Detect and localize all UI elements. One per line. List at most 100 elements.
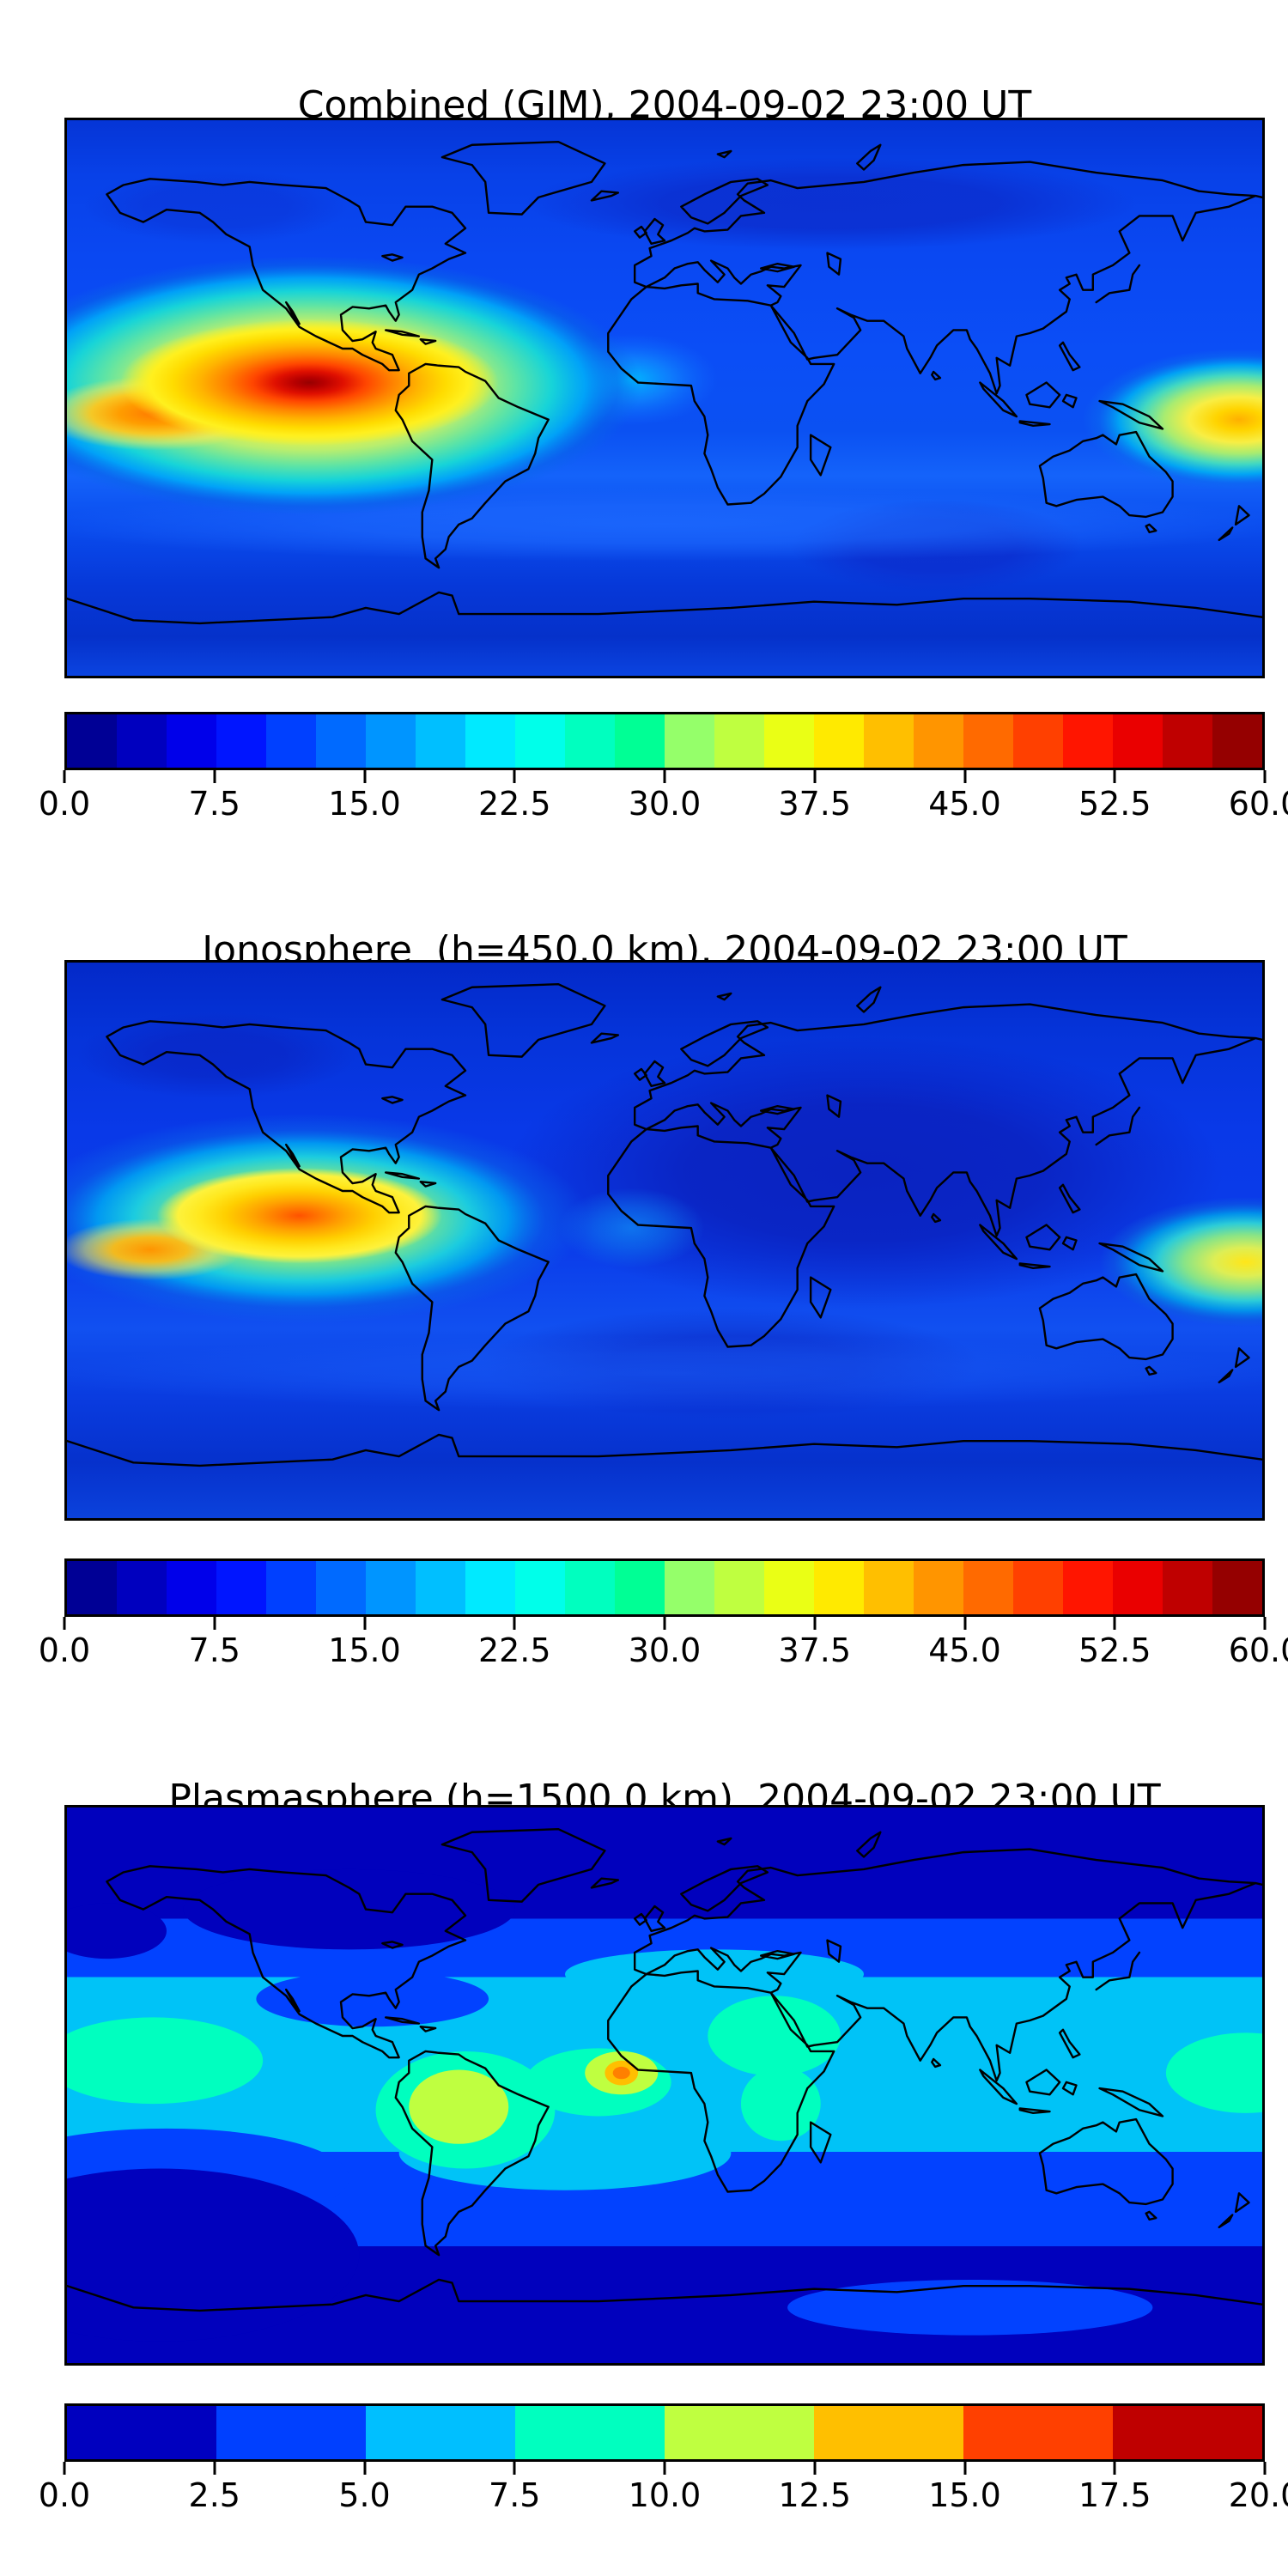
colorbar-tick-label: 0.0	[38, 785, 91, 823]
colorbar-segment	[1113, 714, 1163, 768]
colorbar-ticks-combined: 0.0 7.5 15.0 22.5 30.0 37.5 45.0 52.5 60.0	[39, 770, 1288, 832]
colorbar-segment	[117, 1561, 167, 1614]
colorbar-tick-label: 2.5	[188, 2476, 240, 2514]
colorbar-segment	[515, 2406, 665, 2459]
colorbar-segment	[764, 714, 814, 768]
colorbar-tick	[363, 770, 366, 783]
contour-field	[67, 1807, 1262, 2363]
colorbar-tick-label: 22.5	[477, 785, 551, 823]
colorbar-segment	[167, 714, 216, 768]
colorbar-tick-label: 15.0	[328, 1631, 401, 1669]
colorbar-segment	[665, 1561, 714, 1614]
colorbar-segment	[366, 1561, 416, 1614]
colorbar-segment	[316, 714, 366, 768]
colorbar-segment	[266, 714, 316, 768]
colorbar-tick	[1263, 1617, 1267, 1630]
colorbar-tick-label: 0.0	[38, 2476, 91, 2514]
world-map-contour-ionosphere	[67, 963, 1262, 1518]
colorbar-tick-label: 60.0	[1228, 785, 1288, 823]
colorbar-tick-label: 60.0	[1228, 1631, 1288, 1669]
colorbar-segment	[1113, 2406, 1262, 2459]
colorbar-tick	[213, 2462, 216, 2475]
colorbar-segment	[1163, 714, 1212, 768]
colorbar-tick-label: 30.0	[628, 785, 702, 823]
colorbar-segment	[1212, 714, 1262, 768]
map-combined	[64, 118, 1265, 678]
colorbar-tick	[1113, 770, 1116, 783]
colorbar-segment	[465, 714, 515, 768]
colorbar-segment	[416, 714, 465, 768]
colorbar-ticks-ionosphere: 0.0 7.5 15.0 22.5 30.0 37.5 45.0 52.5 60.0	[39, 1617, 1288, 1679]
colorbar-segment	[216, 714, 266, 768]
colorbar-segment	[316, 1561, 366, 1614]
colorbar-tick-label: 15.0	[928, 2476, 1001, 2514]
colorbar-segment	[1013, 714, 1063, 768]
colorbar-tick	[1113, 1617, 1116, 1630]
colorbar-segment	[167, 1561, 216, 1614]
colorbar-segment	[515, 1561, 565, 1614]
contour-field	[67, 120, 1262, 676]
colorbar-tick	[1113, 2462, 1116, 2475]
world-map-contour-combined	[67, 120, 1262, 676]
colorbar-tick-label: 0.0	[38, 1631, 91, 1669]
colorbar-tick-label: 22.5	[477, 1631, 551, 1669]
colorbar-tick	[813, 2462, 817, 2475]
colorbar-tick	[63, 1617, 66, 1630]
colorbar-segment	[515, 714, 565, 768]
colorbar-tick-label: 7.5	[188, 785, 240, 823]
colorbar-segment	[814, 1561, 864, 1614]
contour-field	[67, 963, 1262, 1518]
colorbar-segment	[67, 1561, 117, 1614]
colorbar-segment	[67, 714, 117, 768]
colorbar-segment	[1212, 1561, 1262, 1614]
colorbar-segment	[864, 714, 914, 768]
colorbar-tick-label: 7.5	[489, 2476, 541, 2514]
colorbar-segment	[963, 2406, 1113, 2459]
colorbar-tick	[663, 770, 666, 783]
colorbar-tick	[1263, 2462, 1267, 2475]
colorbar-segment	[764, 1561, 814, 1614]
colorbar-segment	[465, 1561, 515, 1614]
colorbar-segment	[615, 714, 665, 768]
colorbar-tick-label: 45.0	[928, 785, 1001, 823]
colorbar-tick	[813, 770, 817, 783]
colorbar-tick-label: 15.0	[328, 785, 401, 823]
colorbar-tick	[663, 2462, 666, 2475]
colorbar-segment	[814, 714, 864, 768]
colorbar-tick	[513, 1617, 516, 1630]
colorbar-segment	[67, 2406, 216, 2459]
colorbar-tick	[363, 2462, 366, 2475]
colorbar-segment	[665, 714, 714, 768]
colorbar-ionosphere	[64, 1558, 1265, 1617]
colorbar-tick	[213, 770, 216, 783]
colorbar-tick-label: 7.5	[188, 1631, 240, 1669]
colorbar-segment	[963, 1561, 1013, 1614]
colorbar-tick-label: 52.5	[1078, 785, 1151, 823]
colorbar-tick-label: 10.0	[628, 2476, 702, 2514]
colorbar-tick	[363, 1617, 366, 1630]
colorbar-segment	[1063, 714, 1113, 768]
colorbar-segment	[216, 2406, 366, 2459]
colorbar-segment	[216, 1561, 266, 1614]
colorbar-combined	[64, 712, 1265, 770]
colorbar-segment	[963, 714, 1013, 768]
colorbar-segment	[615, 1561, 665, 1614]
map-ionosphere	[64, 960, 1265, 1521]
colorbar-plasmasphere	[64, 2403, 1265, 2462]
colorbar-tick-label: 5.0	[338, 2476, 391, 2514]
colorbar-segment	[266, 1561, 316, 1614]
colorbar-segment	[914, 1561, 963, 1614]
colorbar-segment	[714, 1561, 764, 1614]
world-map-contour-plasmasphere	[67, 1807, 1262, 2363]
colorbar-segment	[565, 714, 615, 768]
colorbar-segment	[416, 1561, 465, 1614]
colorbar-tick-label: 12.5	[778, 2476, 852, 2514]
colorbar-segment	[1013, 1561, 1063, 1614]
colorbar-tick	[663, 1617, 666, 1630]
colorbar-segment	[914, 714, 963, 768]
colorbar-tick	[963, 2462, 966, 2475]
colorbar-tick	[513, 770, 516, 783]
colorbar-tick-label: 17.5	[1078, 2476, 1151, 2514]
colorbar-segment	[366, 2406, 515, 2459]
colorbar-tick	[813, 1617, 817, 1630]
